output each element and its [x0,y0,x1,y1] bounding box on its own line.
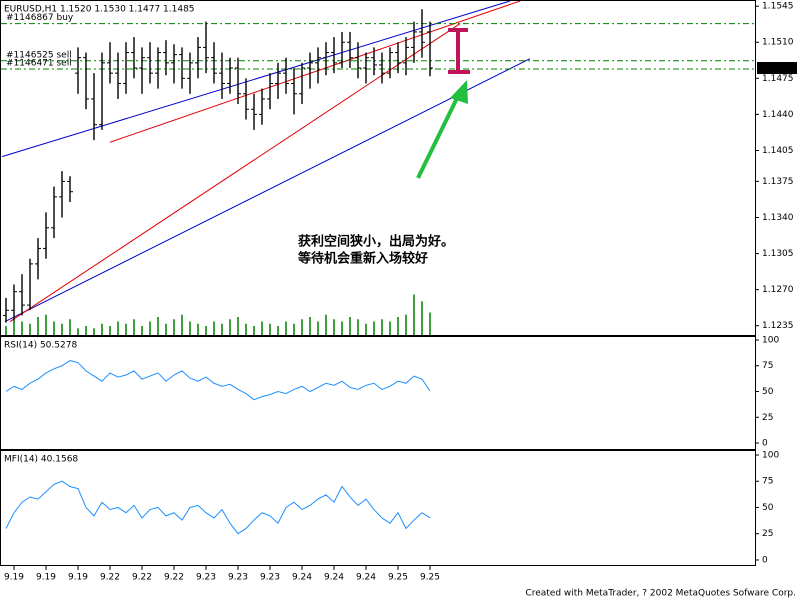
footer: Created with MetaTrader, ? 2002 MetaQuot… [525,589,796,599]
rsi-panel [0,336,756,450]
current-price-label: 1.1485 [762,64,794,74]
x-tick-label: 9.24 [292,573,312,583]
price-plot [1,1,755,335]
indicator-line [5,360,431,401]
order-label: #1146471 sell [6,59,72,69]
mfi-plot [5,480,431,535]
y-tick-label: 100 [762,335,779,345]
arrow [416,80,468,179]
x-tick-label: 9.24 [324,573,344,583]
y-tick-label: 25 [762,529,773,539]
y-tick-label: 1.1475 [762,74,794,84]
price-panel [0,0,756,336]
current-price-box [757,62,797,75]
y-tick-label: 1.1440 [762,110,794,120]
mfi-panel [0,450,756,566]
x-tick-label: 9.25 [420,573,440,583]
order-label: #1146867 buy [6,13,74,23]
y-tick-label: 1.1510 [762,38,794,48]
panel-title: RSI(14) 50.5278 [4,341,77,351]
x-tick-label: 9.25 [388,573,408,583]
y-tick-label: 1.1305 [762,249,794,259]
trend-line [1,1,511,158]
trend-line [4,58,531,323]
x-tick-label: 9.23 [228,573,248,583]
y-tick-label: 75 [762,477,773,487]
overlay: EURUSD,H1 1.1520 1.1530 1.1477 1.1485 1.1… [4,2,797,583]
y-tick-label: 0 [762,555,768,565]
x-tick-label: 9.19 [36,573,56,583]
panel-title: MFI(14) 40.1568 [4,455,78,465]
y-tick-label: 1.1545 [762,2,794,12]
y-tick-label: 100 [762,450,779,460]
rsi-plot [5,360,431,401]
y-tick-label: 50 [762,387,774,397]
y-tick-label: 1.1340 [762,213,794,223]
x-tick-label: 9.19 [68,573,88,583]
y-tick-label: 25 [762,413,773,423]
x-tick-label: 9.22 [100,573,120,583]
trend-line [109,1,521,143]
note-line: 等待机会重新入场较好 [297,251,428,267]
y-tick-label: 0 [762,439,768,449]
y-tick-label: 1.1270 [762,285,794,295]
x-tick-label: 9.22 [164,573,184,583]
panel-title: EURUSD,H1 1.1520 1.1530 1.1477 1.1485 [4,5,195,15]
indicator-line [5,480,431,535]
y-tick-label: 50 [762,503,774,513]
y-tick-label: 1.1405 [762,146,794,156]
y-tick-label: 1.1375 [762,177,794,187]
frames [0,0,756,566]
x-tick-label: 9.23 [260,573,280,583]
x-tick-label: 9.23 [196,573,216,583]
y-tick-label: 75 [762,361,773,371]
x-tick-label: 9.22 [132,573,152,583]
x-tick-label: 9.24 [356,573,376,583]
range-bracket [448,28,470,74]
y-tick-label: 1.1235 [762,321,794,331]
x-tick-label: 9.19 [4,573,24,583]
order-label: #1146525 sell [6,50,72,60]
note-line: 获利空间狭小，出局为好。 [298,234,454,250]
